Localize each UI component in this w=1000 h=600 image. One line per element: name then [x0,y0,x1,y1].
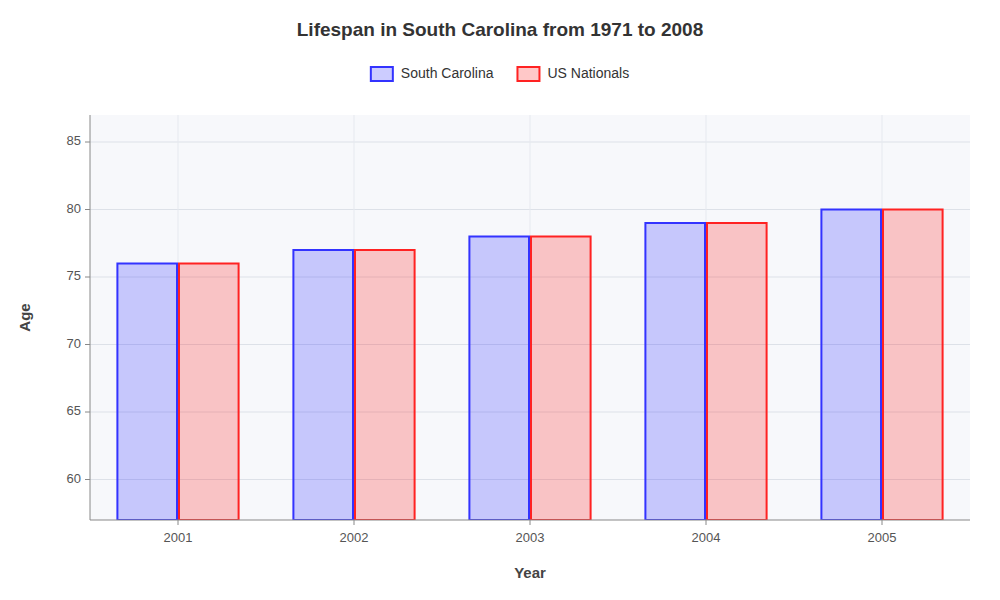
bar [293,250,353,520]
y-tick-label: 60 [67,471,81,486]
legend-item: US Nationals [517,65,629,81]
x-tick-label: 2005 [868,530,897,545]
y-tick [85,479,90,480]
y-tick-label: 80 [67,201,81,216]
bar [821,210,881,521]
bar [707,223,767,520]
x-tick-label: 2002 [340,530,369,545]
bar [355,250,415,520]
bar [645,223,705,520]
legend-label: US Nationals [547,65,629,81]
legend-swatch [371,67,393,81]
legend: South Carolina US Nationals [371,65,629,81]
x-tick-label: 2001 [164,530,193,545]
bars [117,210,942,521]
bar [531,237,591,521]
x-tick [530,520,531,525]
x-tick-label: 2003 [516,530,545,545]
grid [90,115,970,520]
y-tick [85,412,90,413]
y-axis-label: Age [16,303,33,331]
y-tick [85,142,90,143]
legend-item: South Carolina [371,65,494,81]
chart-container: 60 65 70 75 80 85 2001 2002 2003 2004 2005 Year Age L… [0,0,1000,600]
y-tick-label: 75 [67,268,81,283]
bar [117,264,177,521]
axes: 60 65 70 75 80 85 2001 2002 2003 2004 2005 [67,115,970,545]
title: Lifespan in South Carolina from 1971 to … [297,19,704,40]
x-tick [178,520,179,525]
y-tick-label: 85 [67,133,81,148]
y-tick [85,277,90,278]
bar [883,210,943,521]
x-tick [706,520,707,525]
legend-swatch [517,67,539,81]
bar [179,264,239,521]
y-axis-line [90,115,91,520]
y-tick-label: 65 [67,403,81,418]
y-tick-label: 70 [67,336,81,351]
chart-svg: 60 65 70 75 80 85 2001 2002 2003 2004 2005 Year Age L… [0,0,1000,600]
y-tick [85,344,90,345]
plot-background [90,115,970,520]
legend-label: South Carolina [401,65,494,81]
bar [469,237,529,521]
x-tick-label: 2004 [692,530,721,545]
y-tick [85,209,90,210]
x-tick [354,520,355,525]
x-tick [882,520,883,525]
x-axis-label: Year [514,564,546,581]
